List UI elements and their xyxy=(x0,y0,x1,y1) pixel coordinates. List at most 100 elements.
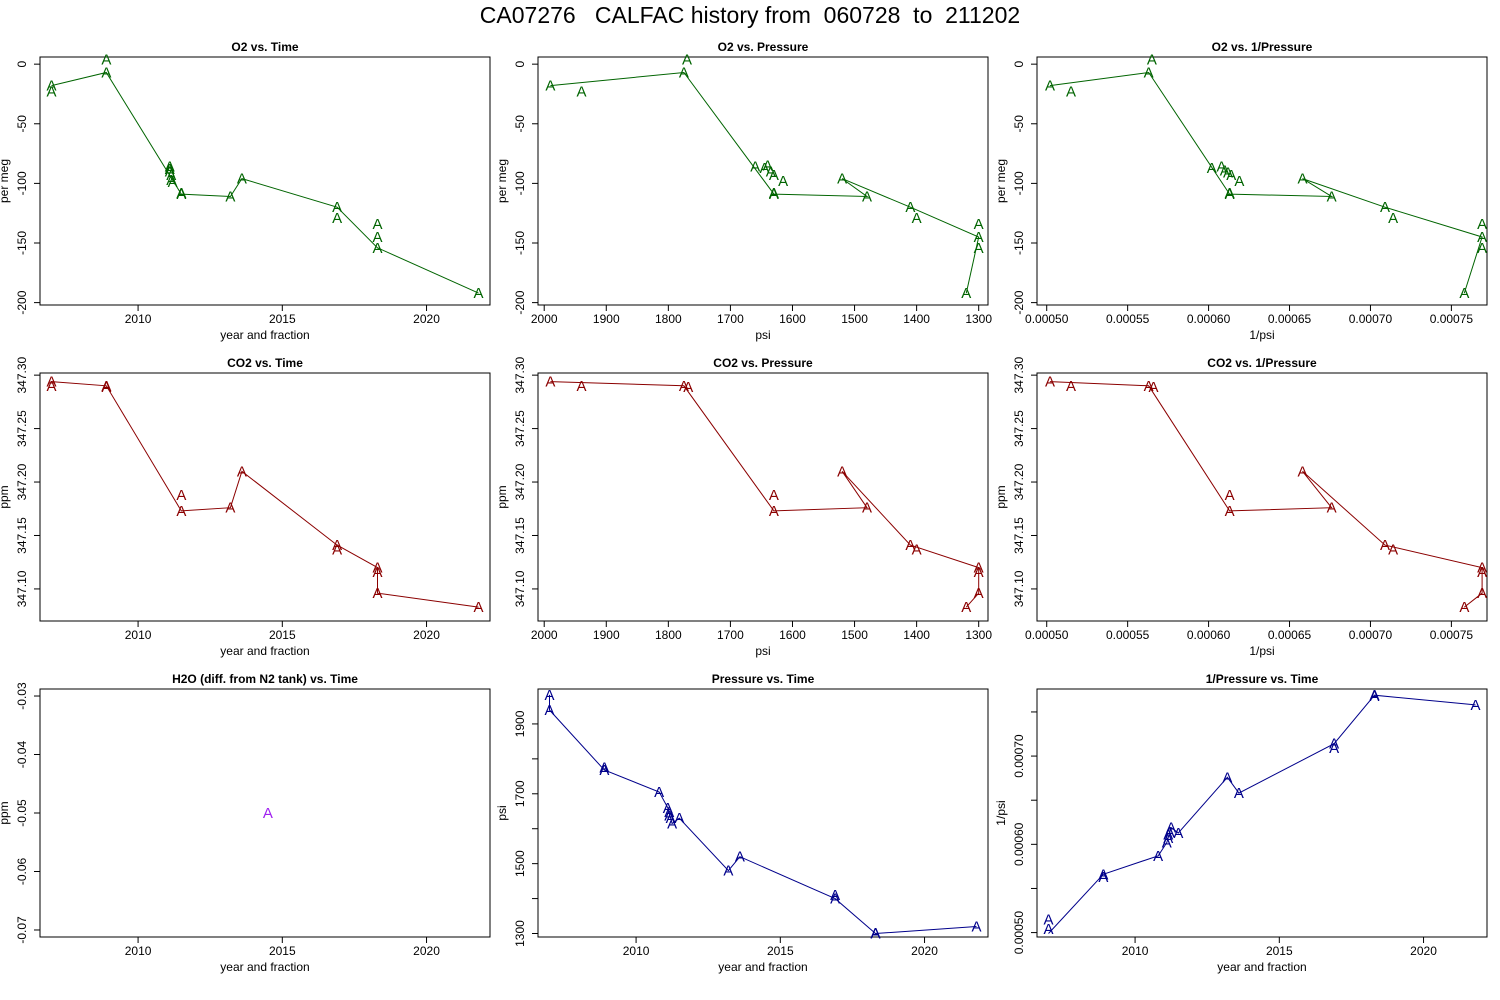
data-point: A xyxy=(1388,541,1398,558)
data-point: A xyxy=(769,167,779,184)
y-tick-label: 347.30 xyxy=(1012,356,1026,393)
y-tick-label: 347.30 xyxy=(15,356,29,393)
series-line xyxy=(51,381,479,608)
data-point: A xyxy=(769,503,779,520)
x-tick-label: 1700 xyxy=(717,312,744,326)
data-point: A xyxy=(1380,537,1390,554)
data-point: A xyxy=(862,500,872,517)
data-point: A xyxy=(723,863,733,880)
data-point: A xyxy=(1459,599,1469,616)
x-tick-label: 1800 xyxy=(655,312,682,326)
y-axis-label: 1/psi xyxy=(994,800,1008,825)
x-tick-label: 1300 xyxy=(965,628,992,642)
y-tick-label: -50 xyxy=(1012,115,1026,133)
chart-title: O2 vs. 1/Pressure xyxy=(1212,40,1313,54)
data-point: A xyxy=(237,171,247,188)
y-axis-label: ppm xyxy=(0,485,11,508)
x-axis-label: year and fraction xyxy=(220,328,309,342)
x-tick-label: 2010 xyxy=(125,944,152,958)
data-point: A xyxy=(101,379,111,396)
data-point: A xyxy=(176,503,186,520)
y-tick-label: 347.25 xyxy=(15,410,29,447)
data-point: A xyxy=(961,599,971,616)
x-tick-label: 1900 xyxy=(593,312,620,326)
series-line xyxy=(1049,381,1483,608)
y-tick-label: -0.05 xyxy=(15,799,29,827)
series-line xyxy=(1049,71,1483,294)
data-point: A xyxy=(372,564,382,581)
x-tick-label: 2015 xyxy=(269,312,296,326)
x-tick-label: 0.00055 xyxy=(1106,628,1150,642)
data-point: A xyxy=(1225,186,1235,203)
data-point: A xyxy=(750,159,760,176)
y-tick-label: 347.25 xyxy=(513,410,527,447)
x-axis-label: psi xyxy=(755,644,770,658)
x-tick-label: 2020 xyxy=(911,944,938,958)
x-axis-label: year and fraction xyxy=(718,960,807,974)
data-point: A xyxy=(1388,210,1398,227)
y-tick-label: -50 xyxy=(513,115,527,133)
data-point: A xyxy=(1234,173,1244,190)
data-point: A xyxy=(961,285,971,302)
y-tick-label: 1500 xyxy=(513,850,527,877)
data-point: A xyxy=(1223,165,1233,182)
data-point: A xyxy=(1329,736,1339,753)
data-point: A xyxy=(332,210,342,227)
y-tick-label: 347.20 xyxy=(1012,463,1026,500)
data-point: A xyxy=(372,229,382,246)
data-point: A xyxy=(1173,825,1183,842)
data-point: A xyxy=(1477,560,1487,577)
data-point: A xyxy=(760,160,770,177)
data-point: A xyxy=(1477,585,1487,602)
data-point: A xyxy=(1234,785,1244,802)
data-point: A xyxy=(1477,216,1487,233)
series-line xyxy=(51,71,479,294)
y-tick-label: 1300 xyxy=(513,920,527,947)
y-tick-label: -0.06 xyxy=(15,857,29,885)
data-point: A xyxy=(974,560,984,577)
data-point: A xyxy=(176,185,186,202)
data-point: A xyxy=(47,78,57,95)
x-tick-label: 1400 xyxy=(903,312,930,326)
figure-title: CA07276 CALFAC history from 060728 to 21… xyxy=(479,2,1021,28)
chart-panel: O2 vs. 1/Pressure 0.00050 0.00055 0.00060 0.… xyxy=(994,40,1488,342)
data-point: A xyxy=(654,784,664,801)
data-point: A xyxy=(372,560,382,577)
data-point: A xyxy=(1225,185,1235,202)
data-point: A xyxy=(332,537,342,554)
y-tick-label: 1900 xyxy=(513,710,527,737)
y-axis-label: ppm xyxy=(994,485,1008,508)
data-point: A xyxy=(1044,921,1054,938)
x-axis-label: 1/psi xyxy=(1249,644,1274,658)
data-point: A xyxy=(225,189,235,206)
y-tick-label: 347.10 xyxy=(1012,570,1026,607)
x-tick-label: 1600 xyxy=(779,312,806,326)
chart-title: CO2 vs. Time xyxy=(227,356,303,370)
x-tick-label: 2015 xyxy=(269,628,296,642)
data-point: A xyxy=(1066,84,1076,101)
series-line xyxy=(1048,694,1476,934)
data-point: A xyxy=(766,163,776,180)
data-point: A xyxy=(971,919,981,936)
y-tick-label: -100 xyxy=(1012,171,1026,195)
data-point: A xyxy=(1327,189,1337,206)
x-tick-label: 1300 xyxy=(965,312,992,326)
data-point: A xyxy=(576,378,586,395)
data-point: A xyxy=(1477,229,1487,246)
x-tick-label: 2010 xyxy=(1122,944,1149,958)
data-point: A xyxy=(101,65,111,82)
y-tick-label: 347.10 xyxy=(513,570,527,607)
x-tick-label: 1700 xyxy=(717,628,744,642)
x-axis-label: year and fraction xyxy=(220,644,309,658)
data-point: A xyxy=(1045,374,1055,391)
y-tick-label: 347.20 xyxy=(513,463,527,500)
data-point: A xyxy=(1459,285,1469,302)
data-point: A xyxy=(870,925,880,942)
chart-title: O2 vs. Time xyxy=(231,40,298,54)
data-point: A xyxy=(1166,820,1176,837)
data-point: A xyxy=(545,374,555,391)
data-point: A xyxy=(166,172,176,189)
data-point: A xyxy=(1477,564,1487,581)
data-point: A xyxy=(974,240,984,257)
data-point: A xyxy=(372,585,382,602)
